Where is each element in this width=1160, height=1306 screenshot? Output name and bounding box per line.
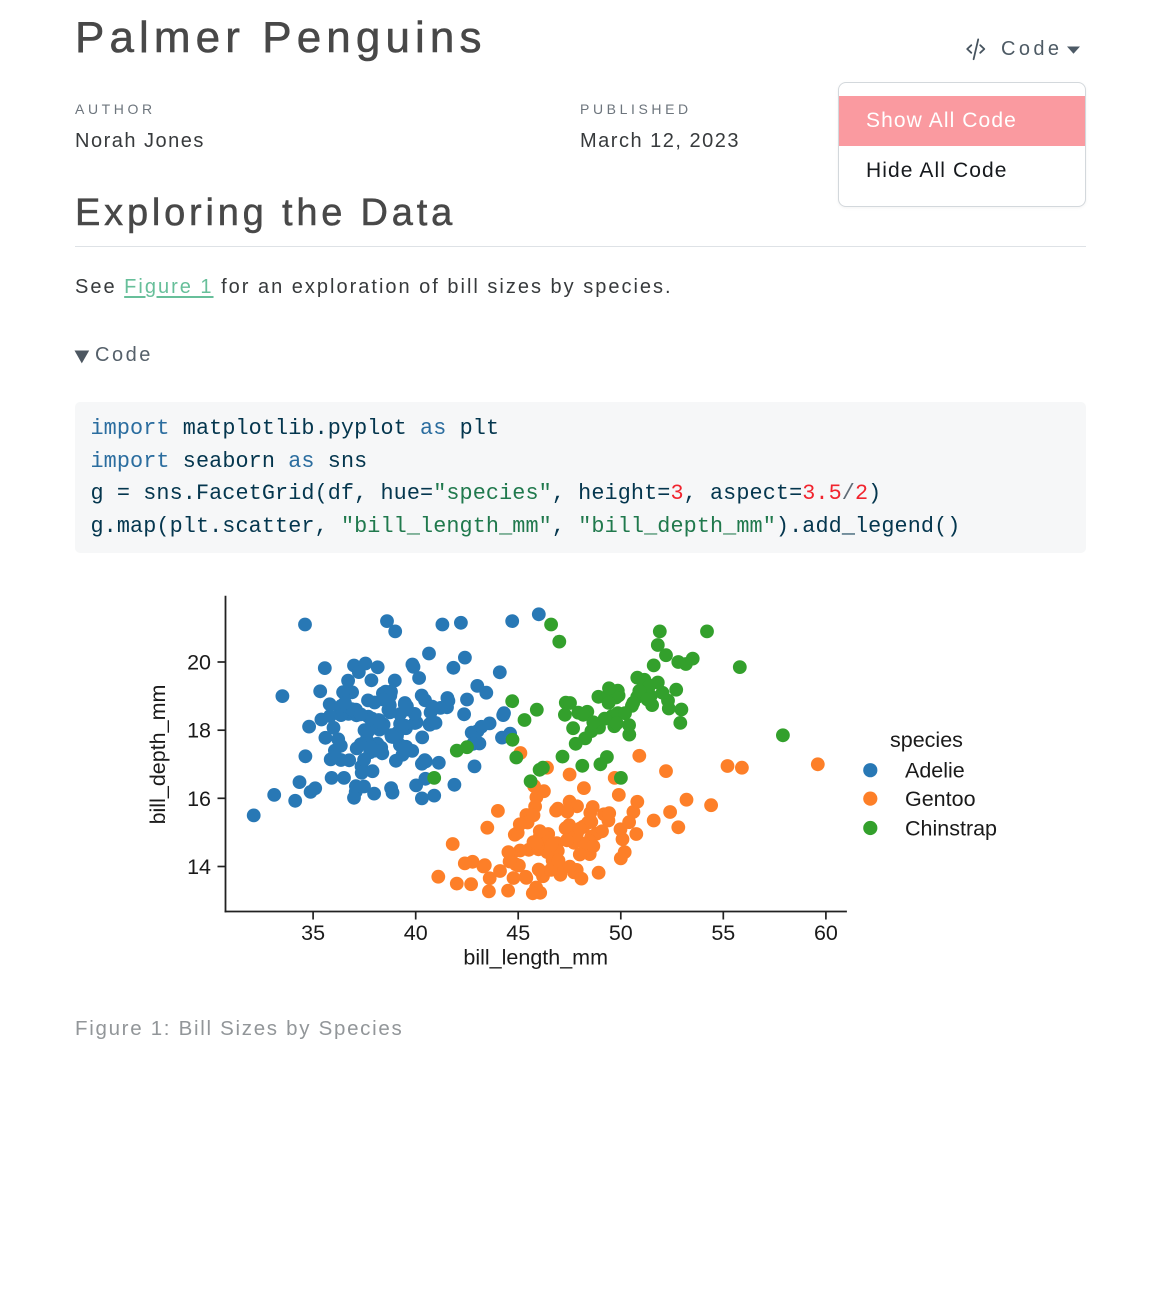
- svg-text:20: 20: [187, 651, 211, 675]
- svg-text:50: 50: [609, 921, 633, 945]
- svg-text:40: 40: [404, 921, 428, 945]
- svg-text:Chinstrap: Chinstrap: [905, 816, 997, 840]
- svg-text:species: species: [890, 728, 963, 752]
- svg-text:bill_depth_mm: bill_depth_mm: [146, 685, 170, 825]
- svg-text:16: 16: [187, 787, 211, 811]
- svg-text:Adelie: Adelie: [905, 759, 965, 783]
- svg-text:60: 60: [814, 921, 838, 945]
- svg-text:35: 35: [301, 921, 325, 945]
- svg-text:45: 45: [506, 921, 530, 945]
- svg-text:18: 18: [187, 719, 211, 743]
- svg-text:55: 55: [711, 921, 735, 945]
- svg-text:bill_length_mm: bill_length_mm: [463, 946, 608, 970]
- svg-text:14: 14: [187, 855, 211, 879]
- svg-text:Gentoo: Gentoo: [905, 787, 976, 811]
